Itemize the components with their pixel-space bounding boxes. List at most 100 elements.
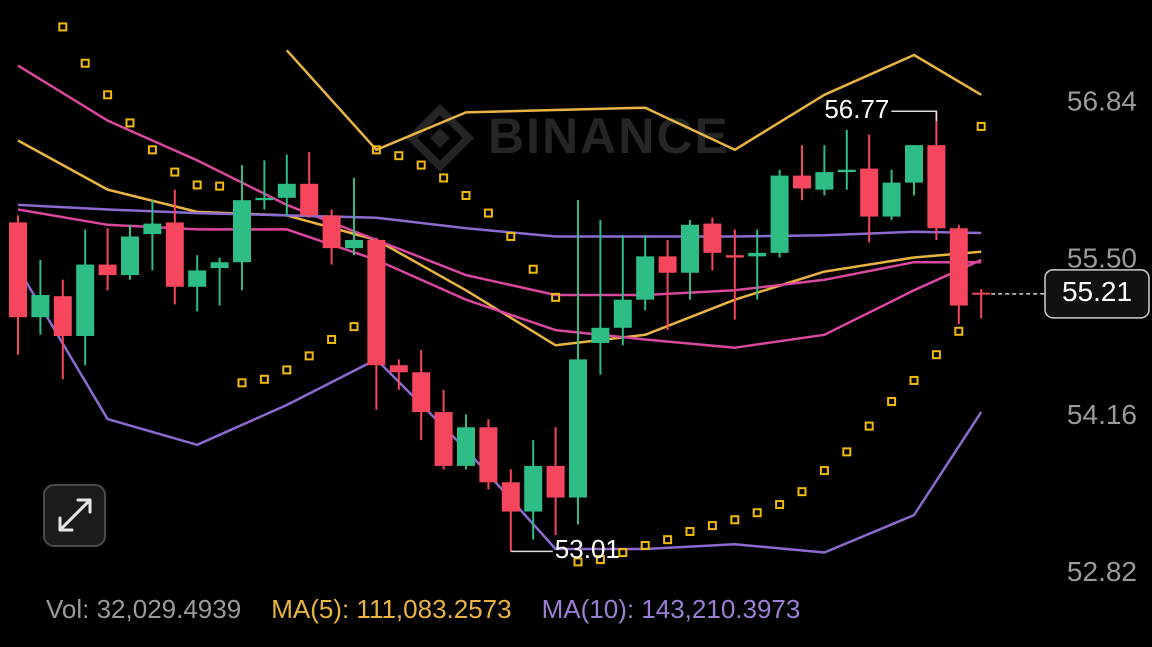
- sar-dot: [640, 541, 650, 551]
- candle-body: [457, 427, 475, 466]
- sar-dot: [439, 173, 449, 183]
- candle-body: [949, 228, 968, 306]
- sar-dot: [192, 180, 202, 190]
- candle-body: [165, 222, 184, 287]
- sar-dot: [595, 555, 605, 565]
- sar-dot: [909, 375, 919, 385]
- candle-body: [770, 175, 789, 253]
- sar-dot: [573, 557, 583, 567]
- sar-dot: [80, 58, 90, 68]
- sar-dot: [103, 90, 113, 100]
- sar-dot: [707, 521, 717, 531]
- candle-body: [501, 482, 520, 512]
- candle-body: [367, 239, 386, 366]
- candle-body: [479, 427, 498, 483]
- candle-body: [725, 255, 744, 258]
- low-label: 53.01: [555, 534, 620, 564]
- candle-body: [434, 412, 453, 466]
- candle-body: [233, 200, 251, 263]
- watermark: BINANCE: [406, 104, 730, 172]
- high-label: 56.77: [824, 94, 889, 124]
- sar-dot: [282, 365, 292, 375]
- candle-body: [837, 169, 856, 173]
- candle-body: [681, 224, 699, 273]
- sar-dot: [483, 208, 493, 218]
- sar-dot: [752, 508, 762, 518]
- candle-body: [143, 223, 162, 235]
- sar-dot: [954, 326, 964, 336]
- candle-body: [53, 296, 72, 336]
- y-tick-label: 56.84: [1067, 85, 1137, 116]
- candle-body: [569, 359, 587, 498]
- candle-body: [98, 264, 117, 276]
- current-price-box: [1044, 269, 1150, 319]
- candle-body: [703, 223, 722, 253]
- expand-button[interactable]: [43, 484, 106, 547]
- y-tick-label: 54.16: [1067, 399, 1137, 430]
- candle-body: [255, 197, 274, 201]
- sar-dot: [371, 145, 381, 155]
- candle-body: [972, 292, 991, 295]
- candle-body: [905, 145, 923, 183]
- candle-body: [613, 299, 632, 328]
- sar-dot: [394, 151, 404, 161]
- indicator-legend: Vol: 32,029.4939 MA(5): 111,083.2573 MA(10…: [46, 594, 800, 624]
- candle-body: [389, 365, 408, 373]
- candle-body: [860, 168, 879, 217]
- candle-body: [31, 295, 50, 318]
- sar-dot: [304, 351, 314, 361]
- candle-body: [524, 465, 543, 512]
- candle-body: [322, 215, 341, 249]
- plot-area: 56.84 55.50 54.16 52.82 56.77 53.01 55.21: [9, 22, 1150, 587]
- current-price-label: 55.21: [1062, 276, 1132, 307]
- high-marker-line: [891, 110, 938, 122]
- sar-dot: [170, 167, 180, 177]
- sar-dot: [775, 500, 785, 510]
- candle-body: [882, 182, 901, 217]
- candle-body: [210, 262, 229, 269]
- y-tick-label: 52.82: [1067, 556, 1137, 587]
- sar-dot: [797, 487, 807, 497]
- sar-dot: [237, 378, 247, 388]
- indicator-value: Vol: 32,029.4939: [46, 594, 241, 624]
- sar-dot: [528, 264, 538, 274]
- indicator-line: [17, 139, 982, 347]
- candle-body: [748, 252, 767, 257]
- candle-body: [76, 264, 95, 336]
- sar-dot: [887, 397, 897, 407]
- candle-body: [927, 145, 946, 229]
- candle-body: [546, 465, 565, 498]
- candle-body: [188, 270, 207, 287]
- y-tick-label: 55.50: [1067, 242, 1137, 273]
- watermark-text: BINANCE: [488, 108, 730, 164]
- candle-body: [636, 256, 655, 300]
- sar-dot: [730, 515, 740, 525]
- candle-body: [815, 172, 834, 190]
- sar-dot: [259, 374, 269, 384]
- sar-dot: [506, 231, 516, 241]
- candle-body: [277, 183, 296, 198]
- sar-dot: [125, 118, 135, 128]
- sar-dot: [147, 145, 157, 155]
- indicator-line: [285, 49, 982, 152]
- indicator-value: MA(5): 111,083.2573: [271, 594, 511, 624]
- sar-dot: [663, 535, 673, 545]
- sar-dot: [618, 548, 628, 558]
- sar-dot: [931, 350, 941, 360]
- sar-dot: [349, 322, 359, 332]
- sar-dot: [327, 334, 337, 344]
- sar-dot: [685, 526, 695, 536]
- sar-dot: [461, 190, 471, 200]
- candle-body: [300, 183, 319, 216]
- sar-dot: [215, 181, 225, 191]
- candle-body: [345, 239, 363, 249]
- indicator-value: MA(10): 143,210.3973: [542, 594, 801, 624]
- sar-dot: [864, 421, 874, 431]
- sar-dot: [976, 121, 986, 131]
- sar-dot: [58, 22, 68, 32]
- candle-body: [9, 222, 27, 318]
- sar-dot: [819, 466, 829, 476]
